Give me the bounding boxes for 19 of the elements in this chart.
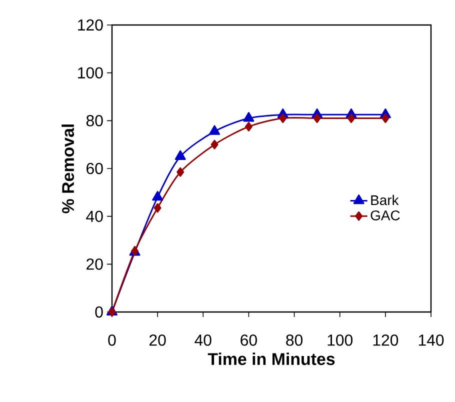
y-tick-label: 80 [86,115,103,126]
y-tick-label: 60 [86,162,103,174]
x-tick-label: 120 [373,334,398,346]
y-axis-title: % Removal [62,124,74,214]
y-tick-label: 0 [95,306,103,318]
x-tick-label: 60 [240,334,257,346]
legend-label: GAC [370,210,400,220]
x-tick-label: 140 [418,334,444,346]
x-tick-label: 40 [194,334,212,346]
x-axis-title: Time in Minutes [208,352,335,366]
x-tick-label: 20 [150,334,166,346]
x-tick-label: 80 [286,334,303,346]
y-tick-label: 20 [86,258,103,270]
x-tick-label: 0 [108,334,116,346]
x-tick-label: 100 [328,334,353,346]
legend-label: Bark [371,194,399,206]
y-tick-label: 40 [86,210,103,222]
y-tick-label: 120 [78,19,103,31]
y-tick-label: 100 [78,67,103,78]
